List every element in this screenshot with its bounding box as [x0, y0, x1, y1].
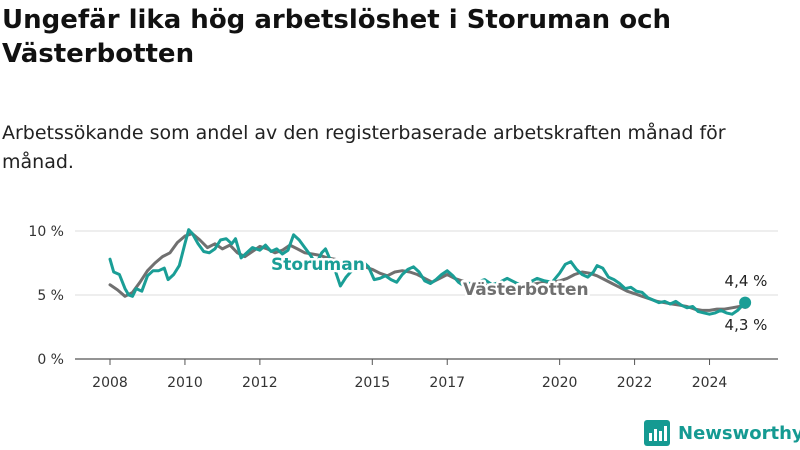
y-axis-labels: 0 % 5 % 10 %: [28, 224, 64, 368]
grid-lines: [75, 230, 778, 360]
x-tick-label: 2020: [542, 375, 578, 391]
storuman-end-marker: [739, 296, 752, 309]
y-tick-label: 5 %: [37, 288, 64, 304]
x-tick-label: 2008: [92, 375, 128, 391]
vasterbotten-end-value: 4,3 %: [725, 316, 768, 334]
chart-title: Ungefär lika hög arbetslöshet i Storuman…: [2, 5, 672, 69]
series-line-storuman: [108, 228, 747, 316]
x-tick-label: 2012: [242, 375, 278, 391]
vasterbotten-series-label: Västerbotten: [463, 280, 589, 300]
storuman-end-value: 4,4 %: [725, 272, 768, 290]
x-tick-label: 2022: [617, 375, 653, 391]
x-tick-label: 2017: [429, 375, 465, 391]
brand-name: Newsworthy: [678, 422, 800, 444]
series-labels: Storuman Västerbotten 4,4 % 4,3 %: [269, 253, 768, 335]
x-tick-label: 2010: [167, 375, 203, 391]
x-tick-label: 2015: [354, 375, 390, 391]
bar-chart-icon: [644, 420, 670, 446]
y-tick-label: 0 %: [37, 352, 64, 368]
chart-subtitle: Arbetssökande som andel av den registerb…: [2, 122, 726, 173]
y-tick-label: 10 %: [28, 224, 64, 240]
x-tick-label: 2024: [692, 375, 728, 391]
series-lines: [108, 228, 747, 316]
storuman-series-label: Storuman: [271, 255, 365, 275]
newsworthy-logo: Newsworthy: [644, 420, 800, 446]
x-axis: 2008 2010 2012 2015 2017 2020 2022 2024: [92, 359, 727, 391]
